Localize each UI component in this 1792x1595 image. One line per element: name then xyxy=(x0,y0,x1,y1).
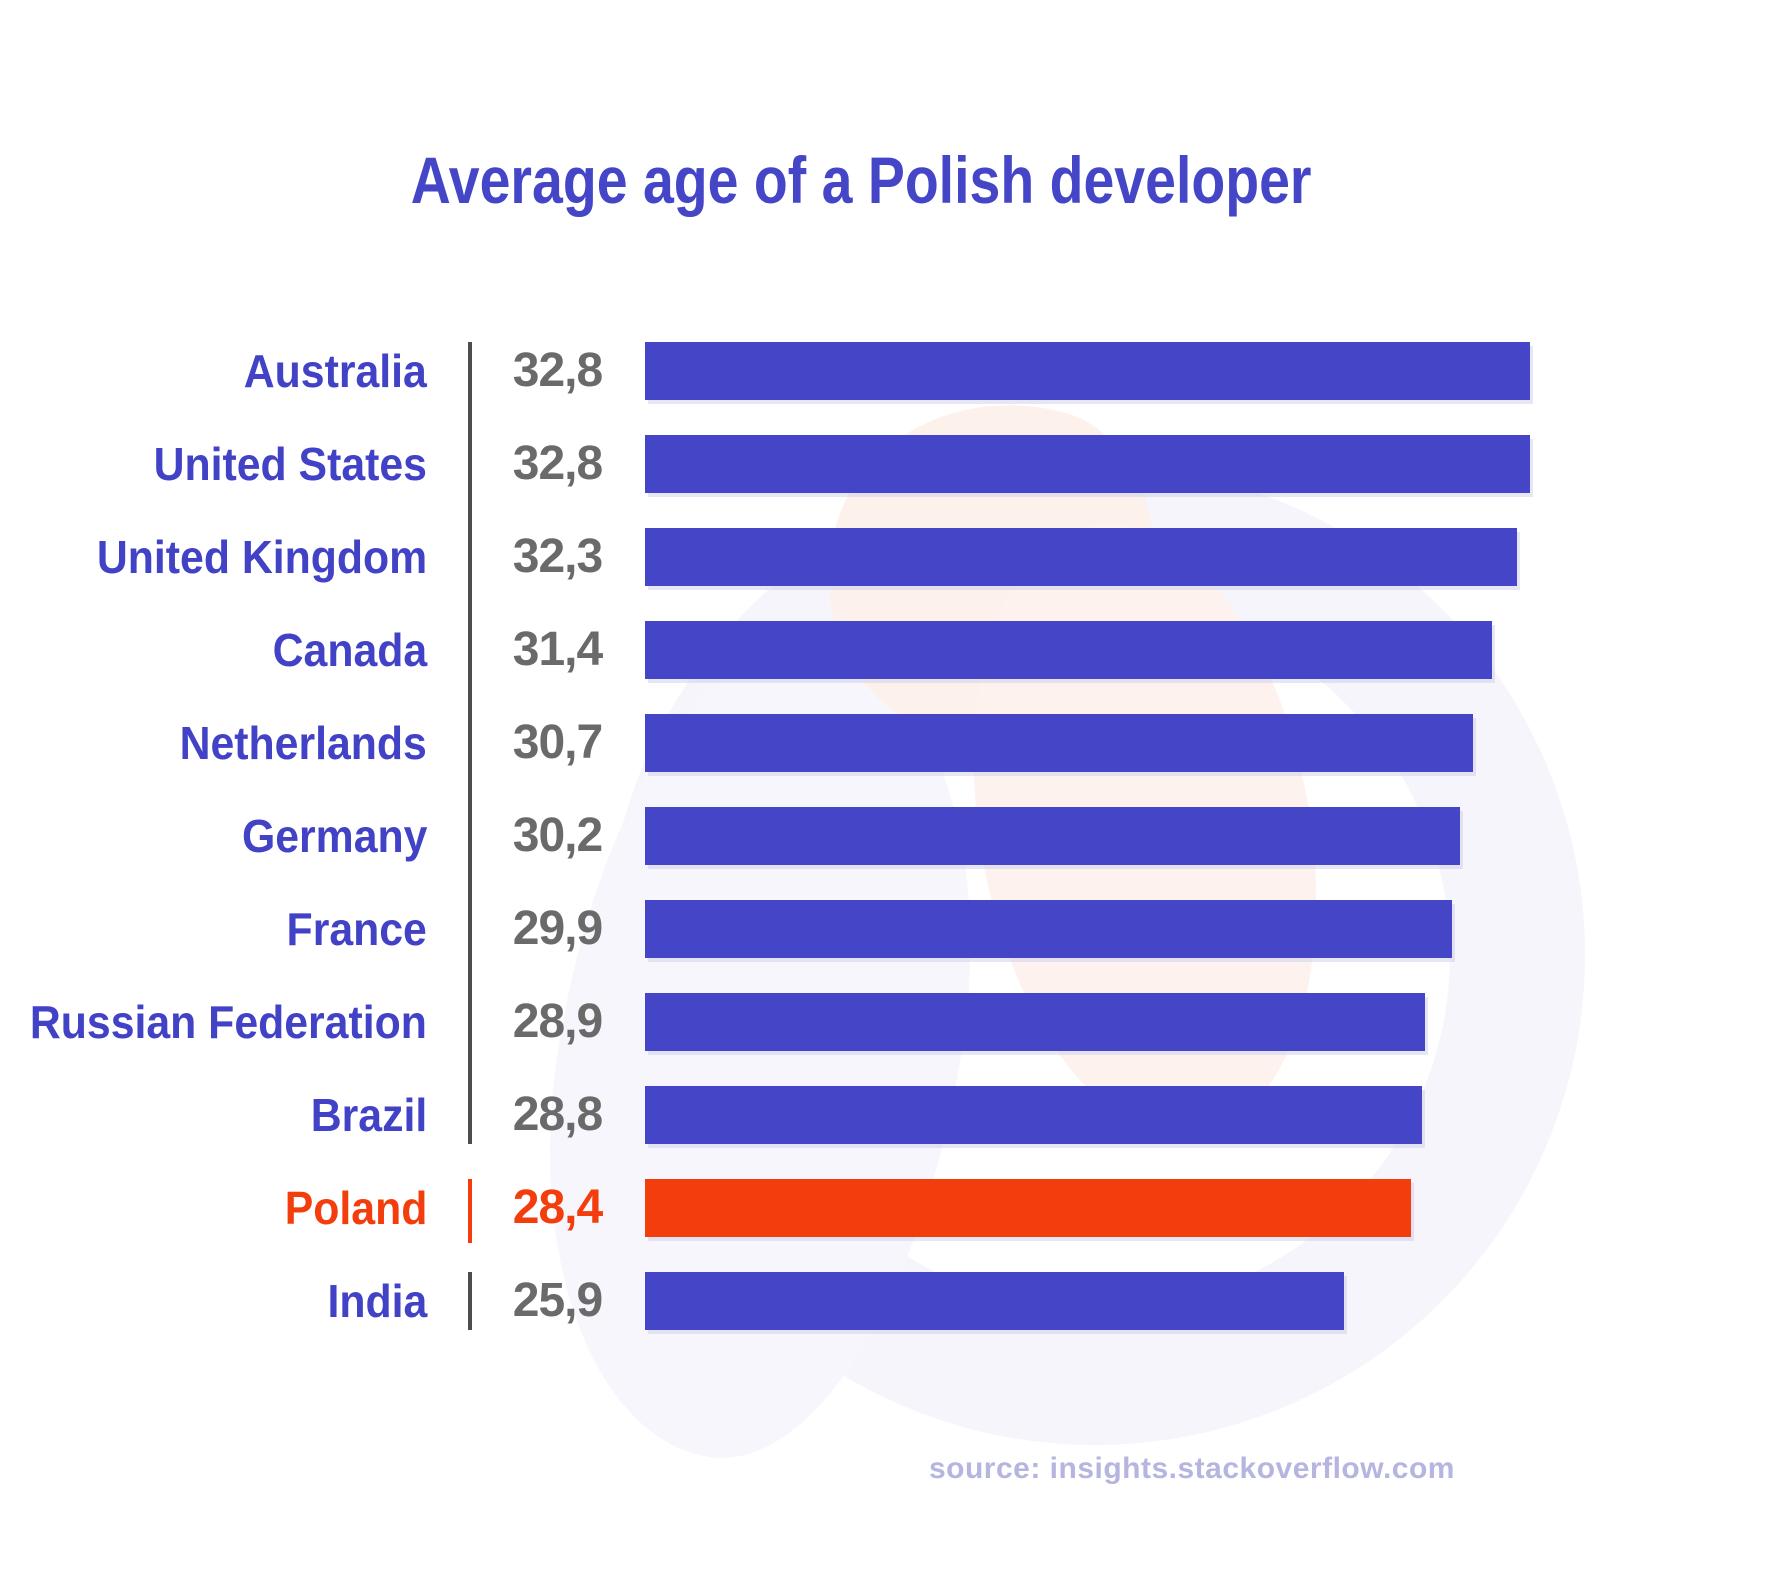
country-label-text: Poland xyxy=(284,1182,427,1234)
chart-row-germany: Germany 30,2 xyxy=(0,807,1792,865)
chart-row-brazil: Brazil 28,8 xyxy=(0,1086,1792,1144)
country-label-text: India xyxy=(327,1275,427,1327)
country-label-text: Brazil xyxy=(310,1089,427,1141)
value-label: 32,3 xyxy=(512,530,603,583)
value-label: 28,8 xyxy=(512,1088,603,1141)
source-note: source: insights.stackoverflow.com xyxy=(928,1452,1455,1485)
country-label: Germany xyxy=(0,807,427,865)
chart-row-united-kingdom: United Kingdom 32,3 xyxy=(0,528,1792,586)
chart-row-netherlands: Netherlands 30,7 xyxy=(0,714,1792,772)
country-label-text: Netherlands xyxy=(179,717,427,769)
country-label: Brazil xyxy=(0,1086,427,1144)
chart-row-france: France 29,9 xyxy=(0,900,1792,958)
country-label: Netherlands xyxy=(0,714,427,772)
country-label: Canada xyxy=(0,621,427,679)
country-label-text: France xyxy=(286,903,427,955)
bar xyxy=(645,1272,1344,1330)
country-label-text: Canada xyxy=(272,624,427,676)
country-label-text: Russian Federation xyxy=(30,996,427,1048)
chart-row-poland: Poland 28,4 xyxy=(0,1179,1792,1237)
bar xyxy=(645,1179,1411,1237)
country-label-text: United Kingdom xyxy=(96,531,427,583)
bar xyxy=(645,1086,1422,1144)
country-label-text: United States xyxy=(153,438,427,490)
axis-divider-segment-india xyxy=(468,1272,472,1330)
country-label: Australia xyxy=(0,342,427,400)
value-label: 30,7 xyxy=(512,716,603,769)
country-label: United States xyxy=(0,435,427,493)
axis-divider-line xyxy=(468,342,472,1144)
chart-row-australia: Australia 32,8 xyxy=(0,342,1792,400)
value-label: 32,8 xyxy=(512,344,603,397)
bar xyxy=(645,807,1460,865)
bar-chart: Australia 32,8 United States 32,8 United Kin… xyxy=(0,342,1792,1338)
value-label: 31,4 xyxy=(512,623,603,676)
bar xyxy=(645,435,1530,493)
country-label: India xyxy=(0,1272,427,1330)
chart-title: Average age of a Polish developer xyxy=(410,143,1312,217)
country-label: United Kingdom xyxy=(0,528,427,586)
bar xyxy=(645,900,1452,958)
country-label: Russian Federation xyxy=(0,993,427,1051)
bar xyxy=(645,993,1425,1051)
country-label: Poland xyxy=(0,1179,427,1237)
value-label: 28,9 xyxy=(512,995,603,1048)
value-label: 29,9 xyxy=(512,902,603,955)
value-label: 28,4 xyxy=(512,1181,603,1234)
value-label: 32,8 xyxy=(512,437,603,490)
axis-divider-segment-poland xyxy=(468,1179,472,1243)
value-label: 30,2 xyxy=(512,809,603,862)
bar xyxy=(645,714,1473,772)
chart-row-russian-federation: Russian Federation 28,9 xyxy=(0,993,1792,1051)
country-label: France xyxy=(0,900,427,958)
chart-row-india: India 25,9 xyxy=(0,1272,1792,1330)
chart-row-canada: Canada 31,4 xyxy=(0,621,1792,679)
bar xyxy=(645,342,1530,400)
country-label-text: Australia xyxy=(243,345,427,397)
bar xyxy=(645,528,1517,586)
value-label: 25,9 xyxy=(512,1274,603,1327)
bar xyxy=(645,621,1492,679)
chart-row-united-states: United States 32,8 xyxy=(0,435,1792,493)
country-label-text: Germany xyxy=(241,810,427,862)
